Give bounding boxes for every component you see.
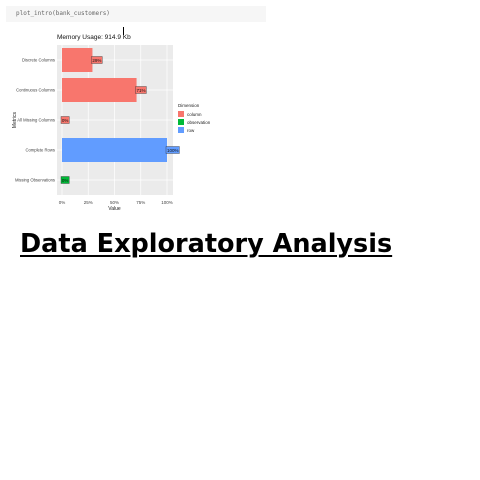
chart-title: Memory Usage: 914.9 Kb (57, 34, 131, 41)
legend-item: row (178, 126, 210, 134)
x-tick-label: 25% (84, 200, 93, 205)
y-tick-label: All Missing Columns (17, 118, 55, 123)
legend-swatch (178, 119, 184, 125)
page-heading: Data Exploratory Analysis (20, 229, 393, 259)
data-label-box (135, 86, 147, 94)
data-label-box (91, 56, 103, 64)
y-axis-title: Metrics (12, 111, 18, 128)
legend-label: column (187, 111, 202, 117)
x-tick-label: 0% (59, 200, 66, 205)
data-label: 100% (167, 148, 179, 153)
x-axis-title: Value (108, 206, 121, 212)
y-tick-label: Complete Rows (25, 148, 55, 153)
legend-swatch (178, 127, 184, 133)
x-tick-label: 50% (110, 200, 119, 205)
legend-title: Dimension (178, 103, 200, 108)
y-tick-label: Missing Observations (15, 178, 55, 183)
bar (62, 138, 167, 162)
data-label: 0% (62, 118, 69, 123)
text-cursor (123, 27, 124, 35)
x-tick-label: 100% (161, 200, 173, 205)
legend-swatch (178, 111, 184, 117)
legend: Dimension column observation row (178, 103, 210, 134)
bar (62, 78, 137, 102)
code-cell: plot_intro(bank_customers) (6, 6, 266, 22)
data-label-box (60, 176, 70, 184)
y-tick-label: Continuous Columns (16, 88, 55, 93)
data-label: 29% (92, 58, 101, 63)
data-label: 71% (136, 88, 145, 93)
code-command: plot_intro(bank_customers) (16, 10, 110, 17)
data-label-box (60, 116, 70, 124)
bar (62, 48, 93, 72)
legend-label: observation (187, 119, 211, 125)
legend-label: row (187, 127, 195, 133)
y-tick-label: Discrete Columns (22, 58, 55, 63)
x-tick-label: 75% (136, 200, 145, 205)
legend-item: observation (178, 118, 210, 126)
data-label: 0% (62, 178, 69, 183)
legend-item: column (178, 110, 210, 118)
data-label-box (165, 146, 180, 154)
